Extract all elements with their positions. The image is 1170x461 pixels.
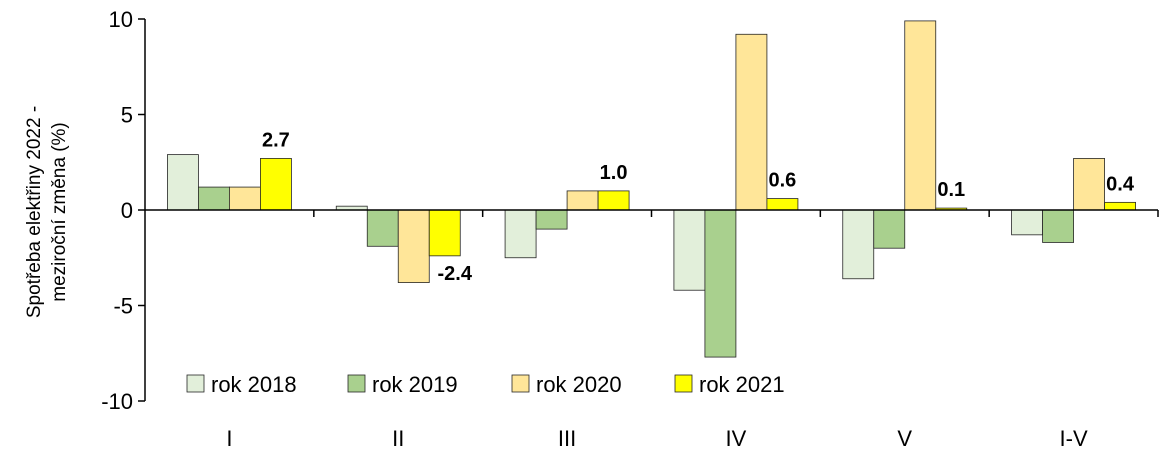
bar-rok-2021-II xyxy=(428,209,461,257)
legend-swatch xyxy=(347,374,366,393)
legend-swatch xyxy=(186,374,205,393)
data-labels: 2.7 -2.4 1.0 0.6 0.1 0.4 xyxy=(262,129,1135,284)
bar-rok-2020-III xyxy=(566,190,599,211)
data-label: 0.4 xyxy=(1106,173,1135,195)
legend-label: rok 2019 xyxy=(372,372,458,397)
x-category-label: III xyxy=(558,426,576,451)
bar-rok-2020-V xyxy=(904,20,937,211)
data-label: 2.7 xyxy=(262,129,290,151)
y-tick-label: -10 xyxy=(101,389,133,414)
bar-rok-2021-IV xyxy=(766,198,799,211)
bar-rok-2020-II xyxy=(397,209,430,283)
legend-swatch xyxy=(511,374,530,393)
bar-rok-2018-III xyxy=(504,209,537,259)
x-category-label: IV xyxy=(726,426,747,451)
y-tick-label: 10 xyxy=(109,7,133,32)
y-tick-label: 0 xyxy=(121,198,133,223)
bar-rok-2019-II xyxy=(366,209,399,247)
legend-label: rok 2021 xyxy=(699,372,785,397)
bar-rok-2018-I xyxy=(167,154,199,211)
bar-rok-2021-III xyxy=(597,190,630,211)
bar-rok-2019-IV xyxy=(704,209,737,358)
data-label: 1.0 xyxy=(600,162,628,184)
x-axis xyxy=(145,209,1159,217)
bar-rok-2019-III xyxy=(535,209,568,230)
y-tick-label: -5 xyxy=(113,294,133,319)
bar-rok-2020-IV xyxy=(735,33,768,211)
x-category-label: I xyxy=(226,426,232,451)
y-tick-label: 5 xyxy=(121,103,133,128)
bar-rok-2019-V xyxy=(873,209,906,249)
legend: rok 2018 rok 2019 rok 2020 rok 2021 xyxy=(186,372,785,397)
x-category-label: V xyxy=(897,426,912,451)
bar-rok-2018-IV xyxy=(673,209,706,291)
bar-rok-2019-I xyxy=(198,186,230,211)
data-label: 0.6 xyxy=(769,170,797,192)
bars xyxy=(167,20,1136,358)
bar-rok-2018-I-V xyxy=(1011,209,1043,236)
y-axis-title: Spotřeba elektřiny 2022 - meziroční změn… xyxy=(24,106,70,318)
legend-swatch xyxy=(674,374,693,393)
legend-label: rok 2018 xyxy=(211,372,297,397)
bar-rok-2020-I-V xyxy=(1073,158,1105,211)
bar-rok-2018-V xyxy=(842,209,875,280)
y-axis-title-line-1: Spotřeba elektřiny 2022 - xyxy=(24,106,45,318)
x-category-label: II xyxy=(392,426,404,451)
bar-rok-2020-I xyxy=(229,186,261,211)
y-axis-title-line-2: meziroční změna (%) xyxy=(49,122,70,302)
y-axis: -10 -5 0 5 10 xyxy=(101,7,146,414)
bar-rok-2021-I-V xyxy=(1104,201,1136,211)
data-label: 0.1 xyxy=(937,179,965,201)
bar-rok-2019-I-V xyxy=(1042,209,1074,243)
bar-rok-2021-I xyxy=(260,158,292,211)
x-axis-categories: I II III IV V I-V xyxy=(226,426,1088,451)
x-category-label: I-V xyxy=(1060,426,1088,451)
data-label: -2.4 xyxy=(438,263,473,285)
legend-label: rok 2020 xyxy=(536,372,622,397)
